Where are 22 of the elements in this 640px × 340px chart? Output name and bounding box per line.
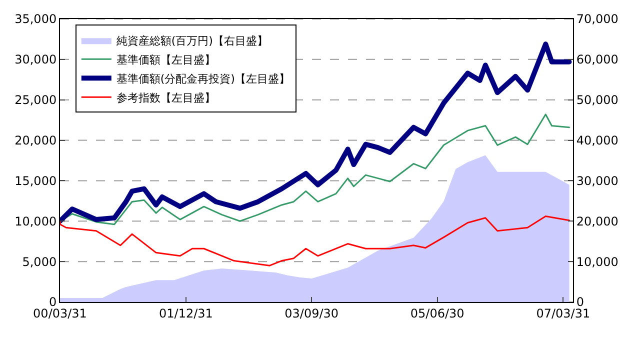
y2-tick-label: 20,000 — [576, 214, 618, 228]
y2-tick-label: 40,000 — [576, 133, 618, 148]
y-tick-label: 10,000 — [14, 214, 57, 228]
legend-label: 基準価額【左目盛】 — [116, 53, 216, 66]
y2-tick-label: 60,000 — [576, 52, 618, 67]
x-tick-label: 03/09/30 — [284, 306, 339, 320]
x-tick-label: 01/12/31 — [159, 306, 213, 320]
legend-label: 純資産総額(百万円)【右目盛】 — [116, 34, 268, 48]
y-tick-label: 5,000 — [22, 254, 57, 269]
y2-tick-label: 10,000 — [576, 254, 618, 269]
x-tick-label: 05/06/30 — [410, 306, 464, 320]
y2-tick-label: 50,000 — [576, 93, 618, 108]
y-tick-label: 30,000 — [14, 52, 57, 67]
line-series — [60, 216, 570, 266]
legend-label: 基準価額(分配金再投資)【左目盛】 — [116, 72, 290, 86]
y2-tick-label: 70,000 — [576, 12, 618, 26]
y-tick-label: 35,000 — [14, 12, 57, 26]
y2-tick-label: 30,000 — [576, 174, 618, 188]
y-tick-label: 15,000 — [14, 174, 57, 188]
y-tick-label: 20,000 — [14, 133, 57, 148]
legend-label: 参考指数【左目盛】 — [116, 91, 216, 104]
y-tick-label: 25,000 — [14, 93, 57, 108]
